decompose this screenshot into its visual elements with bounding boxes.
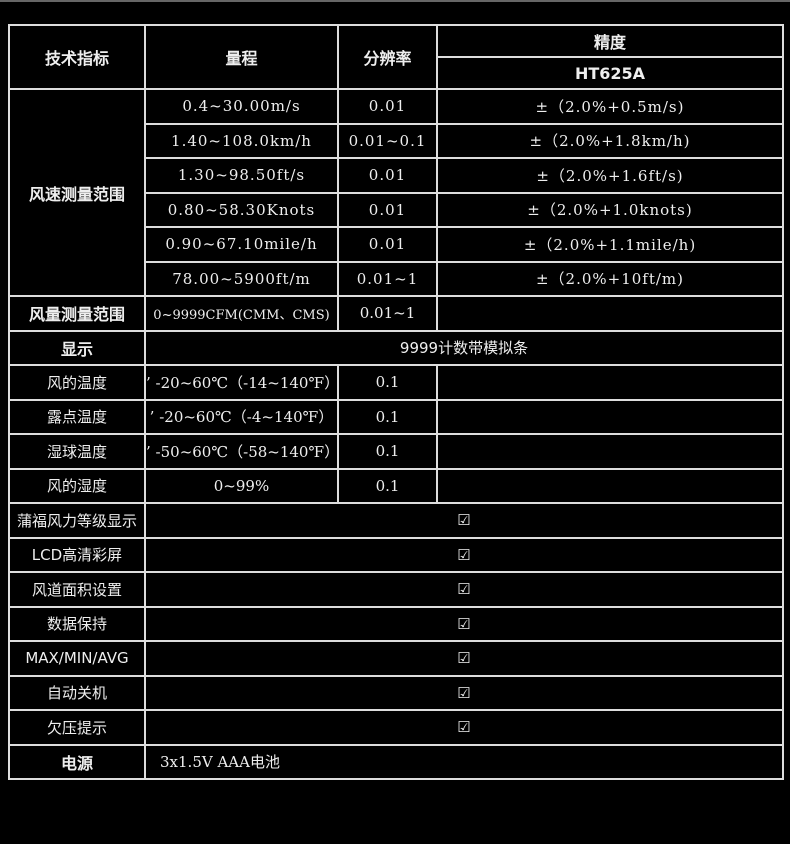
resolution-cell: 0.01: [337, 226, 438, 263]
resolution-cell: 0.01: [337, 191, 438, 228]
table-row: 风速测量范围 0.4~30.00m/s 0.01 ±（2.0%+0.5m/s): [8, 88, 784, 297]
wind-speed-label: 风速测量范围: [8, 88, 146, 297]
range-cell: 1.30~98.50ft/s: [144, 157, 339, 194]
display-value: 9999计数带模拟条: [144, 329, 784, 366]
range-cell: 0.4~30.00m/s: [144, 88, 339, 125]
top-border: [0, 0, 790, 2]
humidity-label: 风的湿度: [8, 467, 146, 504]
table-row: 78.00~5900ft/m 0.01~1 ±（2.0%+10ft/m): [9, 260, 784, 297]
range-cell: 0.90~67.10mile/h: [144, 226, 339, 263]
feature-row: 数据保持 ☑: [8, 605, 784, 642]
range-cell: 0~99%: [144, 467, 339, 504]
feature-row: 欠压提示 ☑: [8, 709, 784, 746]
table-row: 风量测量范围 0~9999CFM(CMM、CMS) 0.01~1: [8, 295, 784, 332]
feature-row: 蒲福风力等级显示 ☑: [8, 502, 784, 539]
table-row: 显示 9999计数带模拟条: [8, 329, 784, 366]
feature-label: 风道面积设置: [8, 571, 146, 608]
temp-label: 湿球温度: [8, 433, 146, 470]
feature-label: MAX/MIN/AVG: [8, 640, 146, 677]
resolution-cell: 0.01~1: [337, 260, 438, 297]
accuracy-cell: ±（2.0%+1.0knots): [436, 191, 784, 228]
spec-table: 技术指标 量程 分辨率 精度 HT625A 风速测量范围 0.4~30.00m/…: [8, 24, 784, 780]
table-row: 露点温度 ’ -20~60℃（-4~140℉） 0.1: [8, 398, 784, 435]
power-label: 电源: [8, 743, 146, 780]
feature-label: LCD高清彩屏: [8, 536, 146, 573]
resolution-cell: 0.1: [337, 398, 438, 435]
table-row: 1.40~108.0km/h 0.01~0.1 ±（2.0%+1.8km/h): [9, 122, 784, 159]
resolution-cell: 0.1: [337, 364, 438, 401]
checkbox-icon: ☑: [144, 571, 784, 608]
range-cell: 78.00~5900ft/m: [144, 260, 339, 297]
accuracy-cell: ±（2.0%+10ft/m): [436, 260, 784, 297]
resolution-cell: 0.1: [337, 467, 438, 504]
feature-label: 欠压提示: [8, 709, 146, 746]
range-cell: 1.40~108.0km/h: [144, 122, 339, 159]
accuracy-cell: [436, 364, 784, 401]
resolution-cell: 0.01~0.1: [337, 122, 438, 159]
table-row: 湿球温度 ’ -50~60℃（-58~140℉） 0.1: [8, 433, 784, 470]
header-accuracy: 精度: [436, 24, 784, 58]
range-cell: ’ -50~60℃（-58~140℉）: [144, 433, 339, 470]
air-volume-label: 风量测量范围: [8, 295, 146, 332]
accuracy-cell: ±（2.0%+1.6ft/s): [436, 157, 784, 194]
accuracy-cell: [436, 467, 784, 504]
header-resolution: 分辨率: [337, 24, 438, 90]
table-row: 0.90~67.10mile/h 0.01 ±（2.0%+1.1mile/h): [9, 226, 784, 263]
feature-row: MAX/MIN/AVG ☑: [8, 640, 784, 677]
temp-label: 露点温度: [8, 398, 146, 435]
resolution-cell: 0.01: [337, 157, 438, 194]
table-row: 风的温度 ’ -20~60℃（-14~140℉） 0.1: [8, 364, 784, 401]
feature-row: 自动关机 ☑: [8, 674, 784, 711]
checkbox-icon: ☑: [144, 640, 784, 677]
checkbox-icon: ☑: [144, 502, 784, 539]
temp-label: 风的温度: [8, 364, 146, 401]
table-row: 风的湿度 0~99% 0.1: [8, 467, 784, 504]
feature-row: LCD高清彩屏 ☑: [8, 536, 784, 573]
header-row: 技术指标 量程 分辨率 精度: [8, 24, 784, 90]
display-label: 显示: [8, 329, 146, 366]
resolution-cell: 0.01: [337, 88, 438, 125]
header-range: 量程: [144, 24, 339, 90]
checkbox-icon: ☑: [144, 709, 784, 746]
feature-label: 自动关机: [8, 674, 146, 711]
resolution-cell: 0.1: [337, 433, 438, 470]
feature-label: 数据保持: [8, 605, 146, 642]
accuracy-cell: ±（2.0%+1.1mile/h): [436, 226, 784, 263]
feature-label: 蒲福风力等级显示: [8, 502, 146, 539]
table-row: 1.30~98.50ft/s 0.01 ±（2.0%+1.6ft/s): [9, 157, 784, 194]
header-model: HT625A: [436, 56, 784, 90]
table-row: 0.80~58.30Knots 0.01 ±（2.0%+1.0knots): [9, 191, 784, 228]
checkbox-icon: ☑: [144, 536, 784, 573]
power-value: 3x1.5V AAA电池: [144, 743, 784, 780]
table-row: 电源 3x1.5V AAA电池: [8, 743, 784, 780]
accuracy-cell: [436, 295, 784, 332]
accuracy-cell: ±（2.0%+0.5m/s): [436, 88, 784, 125]
header-spec: 技术指标: [8, 24, 146, 90]
accuracy-cell: [436, 433, 784, 470]
checkbox-icon: ☑: [144, 605, 784, 642]
range-cell: 0~9999CFM(CMM、CMS): [144, 295, 339, 332]
feature-row: 风道面积设置 ☑: [8, 571, 784, 608]
range-cell: ’ -20~60℃（-4~140℉）: [144, 398, 339, 435]
range-cell: 0.80~58.30Knots: [144, 191, 339, 228]
accuracy-cell: [436, 398, 784, 435]
range-cell: ’ -20~60℃（-14~140℉）: [144, 364, 339, 401]
checkbox-icon: ☑: [144, 674, 784, 711]
resolution-cell: 0.01~1: [337, 295, 438, 332]
accuracy-cell: ±（2.0%+1.8km/h): [436, 122, 784, 159]
